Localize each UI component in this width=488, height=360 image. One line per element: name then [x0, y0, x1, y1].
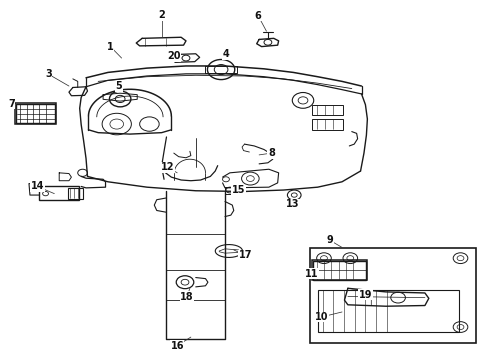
Text: 15: 15 [231, 185, 245, 195]
Text: 4: 4 [222, 49, 229, 59]
Text: 12: 12 [161, 162, 174, 172]
Text: 8: 8 [267, 148, 274, 158]
Bar [317, 290, 458, 332]
Bar [311, 119, 343, 130]
Bar [312, 261, 366, 280]
Text: 7: 7 [8, 99, 15, 109]
Bar [310, 248, 475, 343]
Text: 17: 17 [238, 250, 252, 260]
Bar [311, 260, 366, 280]
Bar [311, 105, 343, 116]
Text: 20: 20 [167, 51, 180, 61]
Text: 14: 14 [30, 181, 44, 192]
Text: 16: 16 [170, 341, 183, 351]
Text: 5: 5 [115, 81, 122, 91]
Text: 10: 10 [314, 312, 327, 322]
Text: 9: 9 [326, 235, 332, 245]
Text: 1: 1 [107, 42, 114, 51]
Text: 2: 2 [158, 10, 164, 20]
Text: 18: 18 [180, 292, 193, 302]
Text: 6: 6 [254, 11, 261, 21]
Bar [16, 104, 55, 123]
Text: 11: 11 [305, 269, 318, 279]
Bar [15, 103, 56, 124]
Bar [68, 188, 82, 199]
Text: 19: 19 [358, 290, 371, 300]
Text: 13: 13 [285, 199, 299, 210]
Text: 3: 3 [45, 69, 52, 79]
Bar [39, 186, 79, 200]
